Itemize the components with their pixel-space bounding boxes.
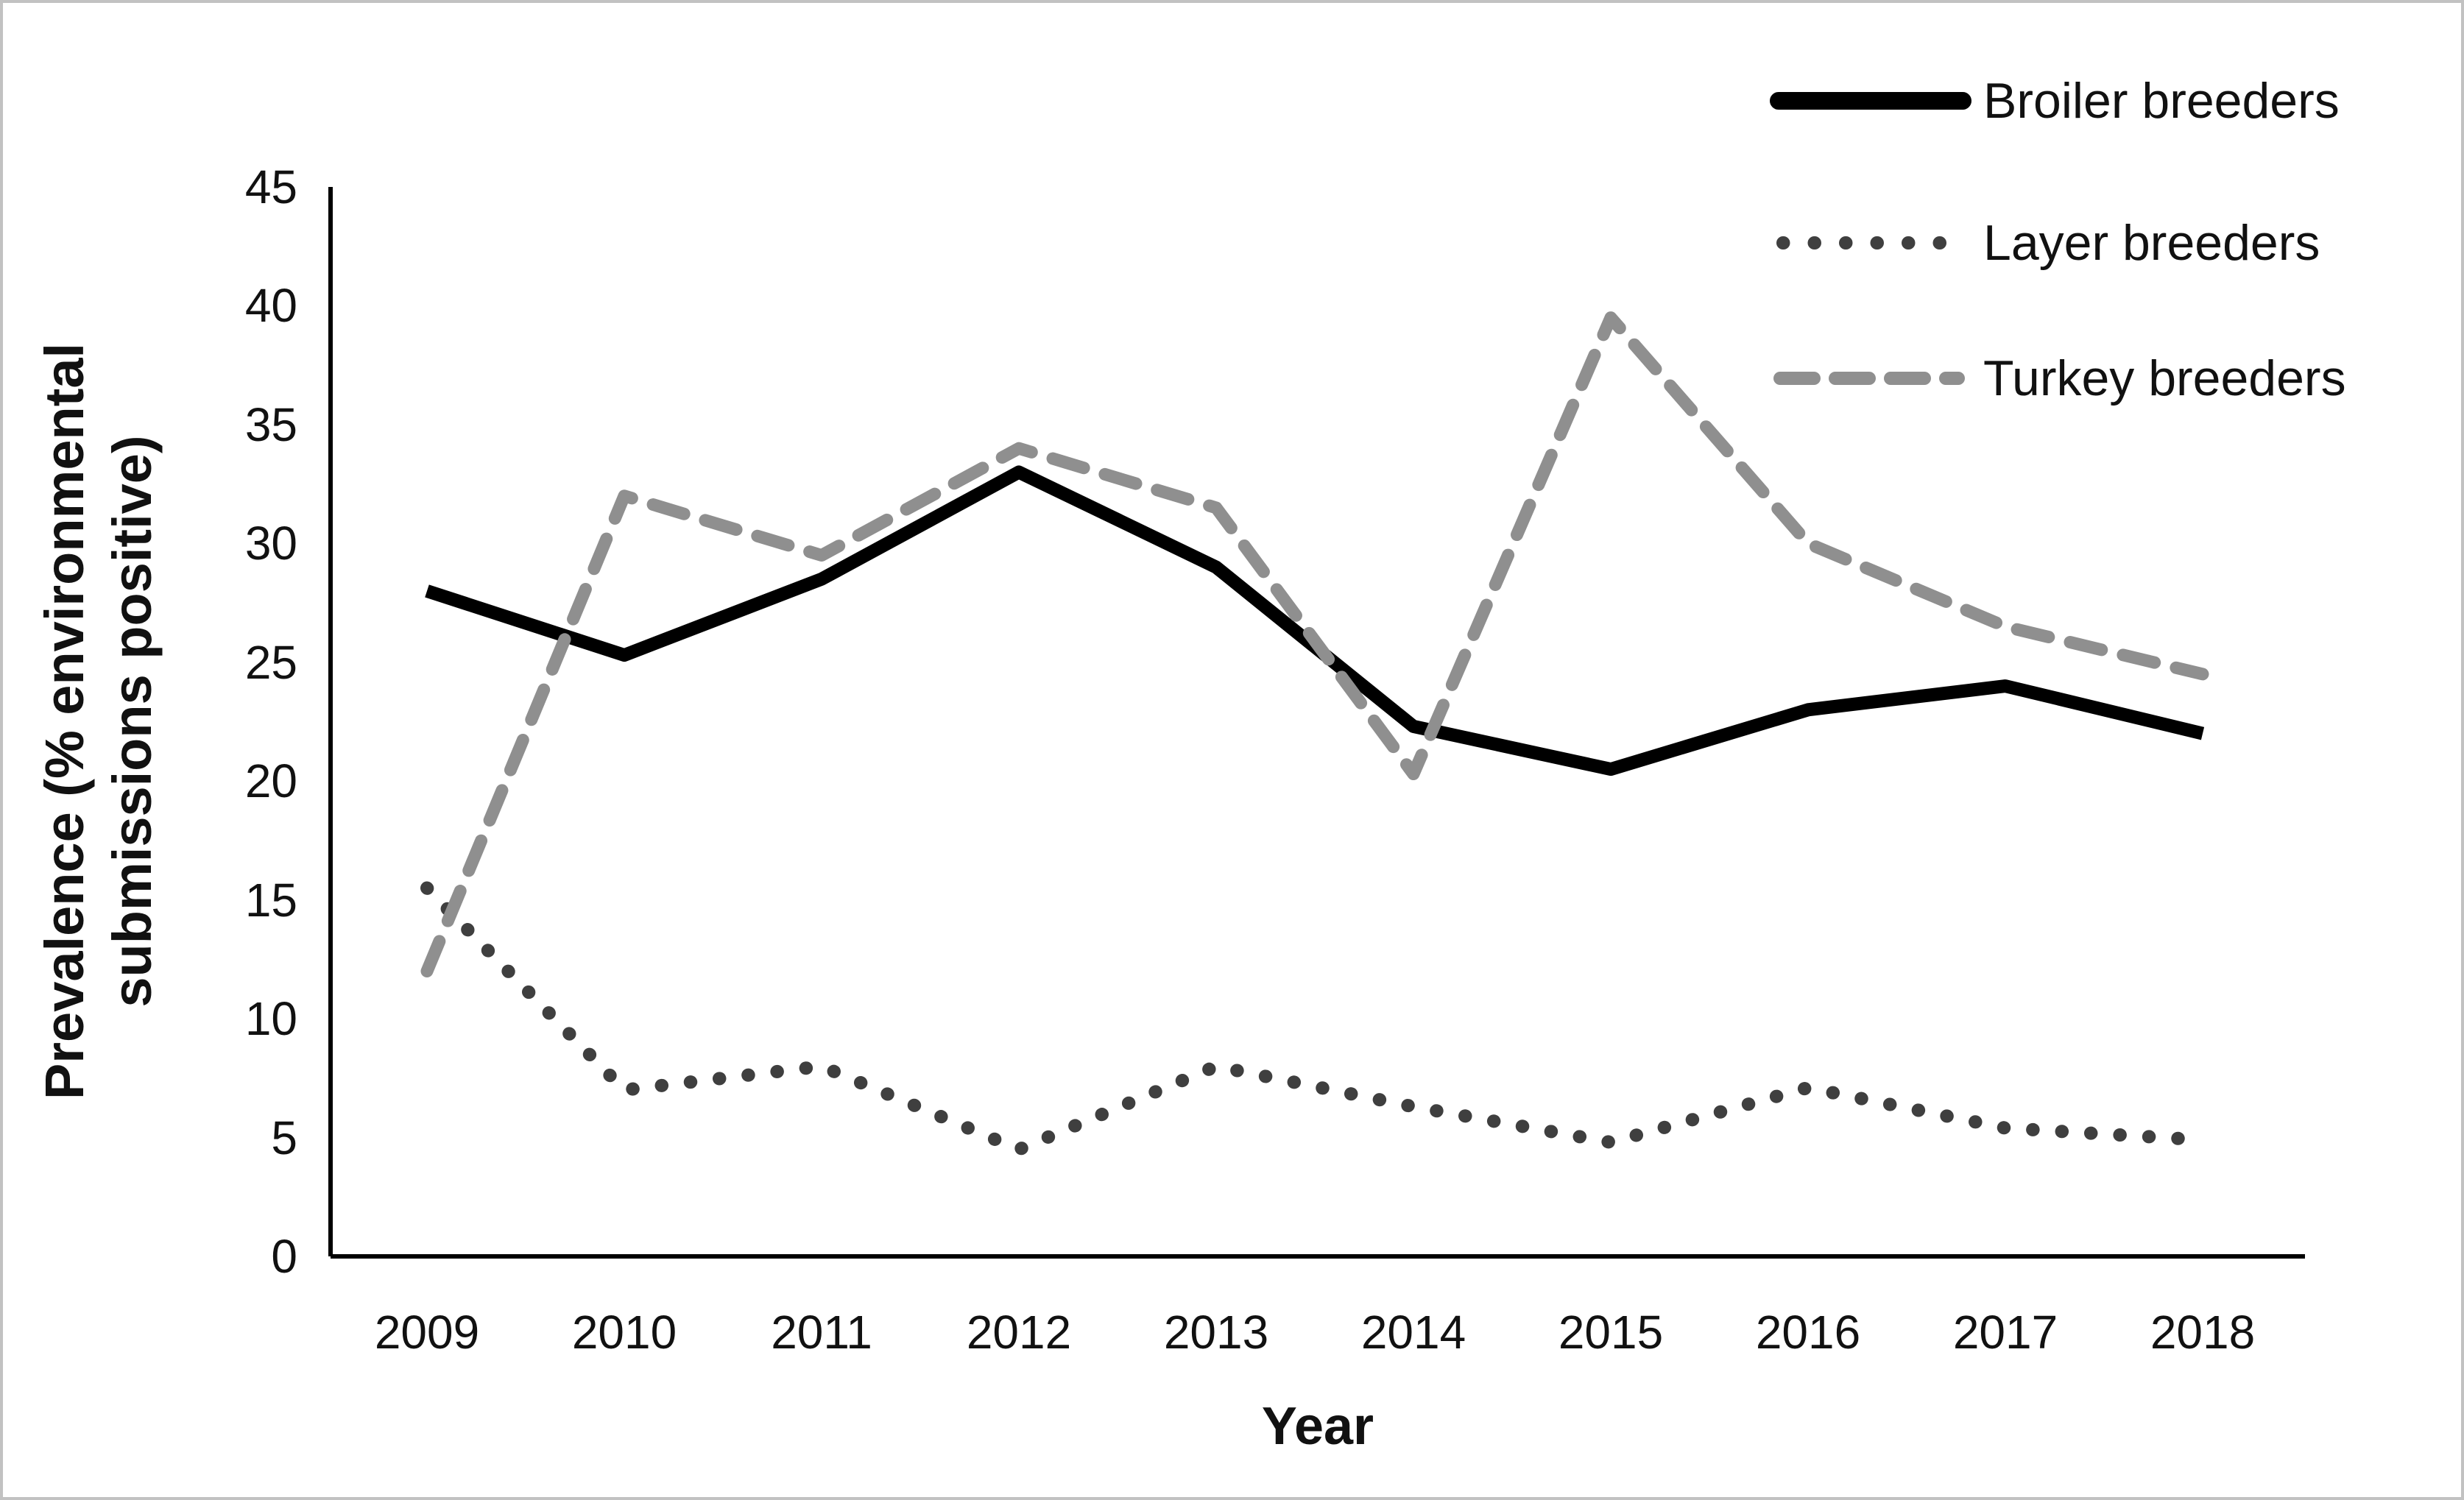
legend-label-broiler: Broiler breeders <box>1983 73 2340 129</box>
x-tick-label-2016: 2016 <box>1755 1306 1861 1359</box>
turkey-breeders-line <box>420 311 2209 978</box>
chart-canvas <box>328 92 2305 1259</box>
x-tick-label-2010: 2010 <box>571 1306 677 1359</box>
y-tick-label-35: 35 <box>244 397 297 451</box>
y-axis-title: Prevalence (% environmental submissions … <box>31 343 166 1100</box>
axes <box>328 187 2305 1259</box>
y-tick-label-5: 5 <box>271 1111 297 1164</box>
layer-breeders-line <box>420 881 2209 1156</box>
y-tick-label-15: 15 <box>244 873 297 927</box>
y-tick-label-45: 45 <box>244 160 297 213</box>
x-axis-title: Year <box>1261 1397 1374 1456</box>
y-tick-label-30: 30 <box>244 517 297 570</box>
y-tick-label-20: 20 <box>244 754 297 808</box>
y-axis-title-line-1: Prevalence (% environmental <box>34 342 95 1100</box>
y-tick-label-25: 25 <box>244 635 297 689</box>
x-tick-label-2013: 2013 <box>1163 1306 1269 1359</box>
x-tick-label-2009: 2009 <box>374 1306 480 1359</box>
y-tick-label-10: 10 <box>244 992 297 1046</box>
y-tick-label-0: 0 <box>271 1230 297 1283</box>
legend-samples <box>1770 92 1971 385</box>
y-tick-label-40: 40 <box>244 279 297 333</box>
x-tick-label-2015: 2015 <box>1558 1306 1664 1359</box>
x-tick-label-2012: 2012 <box>966 1306 1072 1359</box>
x-tick-label-2018: 2018 <box>2150 1306 2256 1359</box>
legend-label-turkey: Turkey breeders <box>1983 350 2346 406</box>
x-tick-label-2014: 2014 <box>1360 1306 1466 1359</box>
y-axis-title-line-2: submissions positive) <box>102 435 163 1008</box>
x-tick-label-2011: 2011 <box>771 1306 872 1359</box>
x-tick-label-2017: 2017 <box>1952 1306 2058 1359</box>
broiler-breeders-line <box>425 465 2205 776</box>
legend-label-layer: Layer breeders <box>1983 215 2320 271</box>
